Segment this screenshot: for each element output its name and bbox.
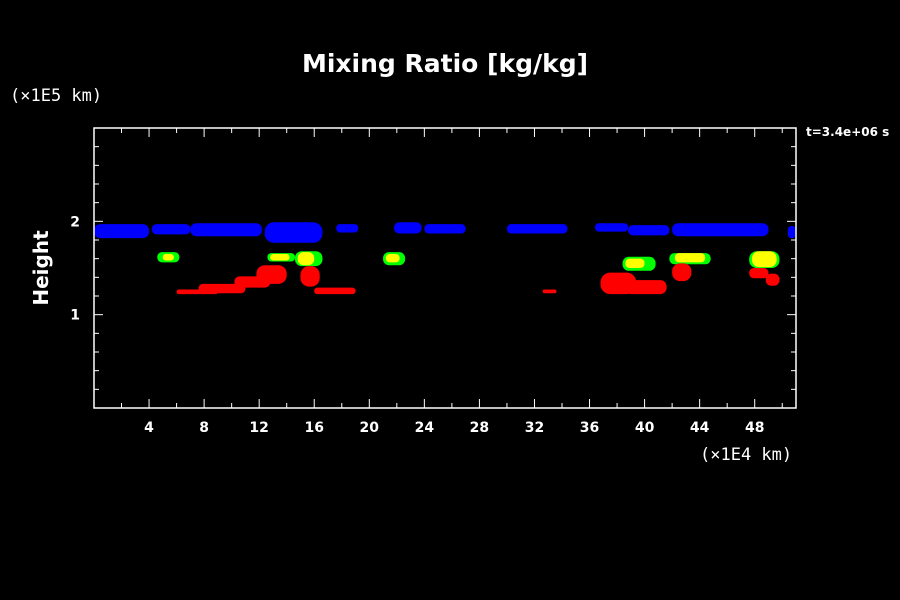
plot-area	[94, 222, 796, 295]
x-tick-label: 32	[525, 420, 544, 436]
y-unit-label: (×1E5 km)	[10, 86, 102, 106]
mixing-region-blue-2	[190, 223, 262, 237]
mixing-region-red-29	[256, 265, 287, 284]
mixing-region-blue-10	[672, 223, 769, 237]
mixing-region-blue-7	[506, 224, 568, 234]
x-tick-label: 28	[470, 420, 489, 436]
x-unit-label: (×1E4 km)	[700, 445, 792, 465]
mixing-region-blue-9	[628, 225, 670, 236]
mixing-region-yellow-15	[270, 254, 290, 261]
mixing-region-yellow-21	[625, 258, 645, 268]
axes-frame	[93, 127, 797, 409]
x-tick-label: 44	[690, 420, 710, 436]
mixing-region-red-30	[300, 266, 320, 287]
mixing-region-red-37	[765, 273, 780, 286]
mixing-region-blue-4	[336, 224, 359, 233]
time-label: t=3.4e+06 s	[806, 125, 889, 139]
x-tick-label: 4	[144, 420, 154, 436]
mixing-region-blue-11	[787, 226, 796, 239]
mixing-region-red-32	[542, 289, 557, 294]
y-axis-label: Height	[29, 230, 53, 306]
x-tick-label: 24	[415, 420, 435, 436]
mixing-region-yellow-13	[162, 254, 174, 261]
mixing-region-blue-0	[94, 224, 150, 239]
mixing-region-yellow-17	[297, 252, 315, 266]
y-tick-label: 2	[70, 214, 80, 230]
mixing-region-blue-6	[424, 224, 466, 234]
x-tick-label: 12	[249, 420, 268, 436]
mixing-region-blue-1	[151, 224, 191, 235]
y-tick-label: 1	[70, 308, 80, 324]
x-tick-label: 36	[580, 420, 599, 436]
mixing-region-red-35	[672, 263, 692, 282]
mixing-region-red-31	[314, 287, 356, 295]
mixing-region-yellow-19	[385, 254, 400, 263]
chart-title: Mixing Ratio [kg/kg]	[302, 49, 588, 78]
x-tick-label: 8	[199, 420, 209, 436]
x-tick-label: 16	[304, 420, 323, 436]
x-tick-label: 20	[360, 420, 380, 436]
mixing-region-blue-5	[394, 222, 422, 234]
mixing-region-red-34	[625, 280, 667, 295]
mixing-region-red-27	[198, 283, 246, 294]
mixing-region-yellow-25	[751, 251, 777, 268]
x-tick-label: 40	[635, 420, 655, 436]
mixing-region-blue-3	[264, 222, 323, 243]
mixing-region-blue-8	[595, 223, 629, 232]
mixing-region-yellow-23	[674, 253, 706, 263]
mixing-region-red-36	[749, 268, 769, 279]
x-tick-label: 48	[745, 420, 764, 436]
